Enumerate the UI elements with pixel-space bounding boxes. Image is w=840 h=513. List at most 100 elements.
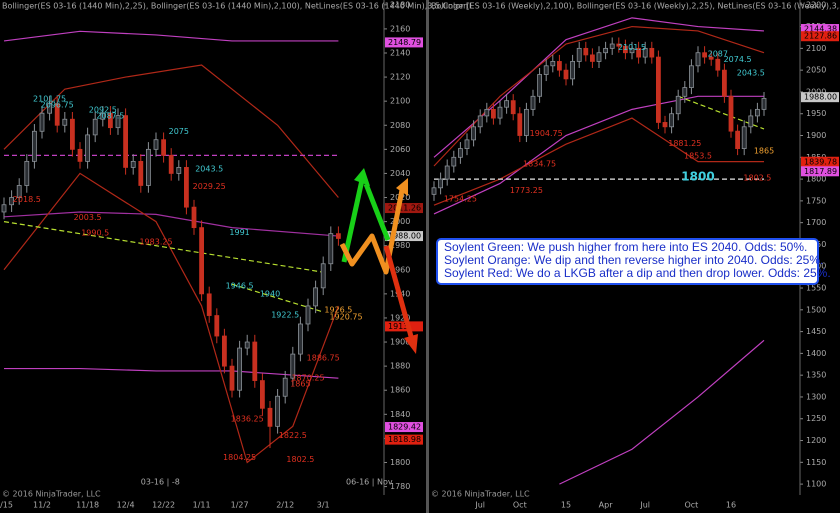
- price-annotation: 1773.25: [510, 186, 543, 195]
- price-annotation: 1822.5: [279, 431, 307, 440]
- candle-body: [62, 118, 68, 126]
- y-tick-label: 2000: [390, 217, 410, 226]
- x-tick-label: 2/12: [276, 501, 294, 510]
- candle-body: [161, 139, 167, 156]
- candle-body: [108, 112, 113, 129]
- candle-body: [735, 130, 740, 149]
- candle-body: [221, 335, 227, 367]
- candle-body: [550, 61, 556, 67]
- candle-body: [100, 112, 106, 120]
- overlay-line: [3, 64, 339, 198]
- candle-body: [715, 58, 721, 71]
- candle-body: [590, 54, 595, 62]
- price-annotation: 1804.25: [223, 453, 256, 462]
- x-tick-label: Oct: [684, 501, 698, 510]
- price-annotation: 2043.5: [195, 165, 223, 174]
- green-arrow-down: [363, 183, 391, 241]
- candle-body: [603, 47, 608, 54]
- candle-body: [92, 118, 98, 136]
- y-tick-label: 1100: [806, 480, 826, 489]
- x-tick-label: 0/15: [0, 501, 13, 510]
- candle-body: [457, 148, 463, 158]
- candle-body: [728, 95, 734, 132]
- y-tick-label: 2140: [390, 48, 410, 57]
- candle-body: [24, 160, 30, 186]
- orange-arrow: [339, 189, 405, 275]
- candle-body: [153, 139, 159, 150]
- candle-body: [305, 305, 311, 325]
- candle-body: [464, 139, 470, 149]
- candle-body: [543, 65, 549, 75]
- x-tick-label: 12/22: [152, 501, 175, 510]
- candle-body: [722, 69, 727, 97]
- y-tick-label: 1200: [806, 436, 826, 445]
- price-annotation: 1991: [229, 228, 249, 237]
- price-annotation: 2074.5: [724, 55, 752, 64]
- price-annotation: 1904.75: [530, 129, 563, 138]
- candle-body: [328, 233, 334, 265]
- price-tag: [385, 37, 423, 48]
- y-tick-label: 1900: [806, 131, 826, 140]
- candle-body: [191, 206, 197, 229]
- price-annotation: 1802.5: [286, 455, 314, 464]
- callout-line: Soylent Orange: We dip and then reverse …: [444, 253, 823, 267]
- price-annotation: 2018.5: [13, 195, 41, 204]
- x-tick-label: 11/2: [33, 501, 51, 510]
- candle-body: [451, 156, 457, 167]
- price-annotation: 2075: [169, 127, 189, 136]
- candle-body: [313, 287, 319, 307]
- overlay-line: [3, 211, 339, 237]
- candle-body: [557, 61, 562, 71]
- candle-body: [609, 43, 615, 49]
- overlay-line: [433, 95, 764, 215]
- price-tag-label: 1988.00: [388, 232, 421, 241]
- price-annotation: 1990.5: [81, 229, 109, 238]
- candle-body: [755, 108, 760, 117]
- x-tick-label: Oct: [513, 501, 527, 510]
- price-annotation: 1865: [754, 146, 774, 155]
- candle-body: [47, 103, 52, 114]
- candle-body: [115, 115, 121, 129]
- candle-body: [649, 47, 655, 58]
- candle-body: [596, 52, 602, 62]
- candle-body: [16, 185, 22, 198]
- y-tick-label: 2080: [390, 121, 410, 130]
- price-tag-label: 2127.86: [804, 32, 837, 41]
- candle-body: [252, 341, 258, 381]
- candle-body: [689, 65, 694, 88]
- price-tag-label: 2011.26: [388, 204, 421, 213]
- candle-body: [662, 122, 668, 128]
- price-annotation: 1754.25: [444, 195, 477, 204]
- candle-body: [214, 315, 220, 337]
- candle-body: [741, 126, 747, 149]
- overlay-line: [433, 25, 765, 167]
- candle-body: [244, 341, 250, 349]
- candle-body: [563, 69, 569, 80]
- candle-body: [669, 113, 674, 128]
- y-tick-label: 1900: [390, 338, 410, 347]
- price-tag: [385, 434, 423, 445]
- candle-body: [70, 118, 75, 150]
- candle-body: [267, 407, 273, 427]
- candle-body: [431, 187, 437, 195]
- y-tick-label: 1780: [390, 482, 410, 491]
- overlay-line: [3, 172, 339, 464]
- y-tick-label: 1860: [390, 386, 410, 395]
- y-tick-label: 2040: [390, 169, 410, 178]
- price-annotation: 1870.25: [291, 373, 324, 382]
- price-annotation: 2043.5: [737, 68, 765, 77]
- candle-body: [145, 148, 151, 186]
- candle-body: [616, 43, 622, 47]
- y-tick-label: 1880: [390, 362, 410, 371]
- candle-body: [504, 100, 510, 108]
- footer-label: 03-16 | -8: [141, 478, 180, 487]
- candle-body: [176, 167, 182, 174]
- price-tag: [801, 24, 839, 35]
- y-tick-label: 2050: [806, 66, 826, 75]
- candle-body: [85, 134, 90, 162]
- candle-body: [275, 395, 281, 427]
- candle-body: [702, 52, 707, 58]
- candle-body: [320, 263, 326, 289]
- candle-body: [477, 115, 483, 128]
